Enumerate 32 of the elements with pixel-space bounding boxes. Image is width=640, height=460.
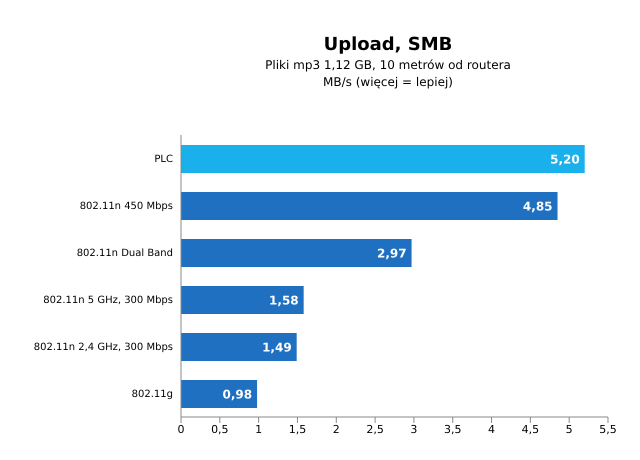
chart-title: Upload, SMB xyxy=(322,34,454,55)
data-label: 1,58 xyxy=(269,293,299,308)
data-label: 5,20 xyxy=(550,152,580,166)
y-tick-label: 802.11n 5 GHz, 300 Mbps xyxy=(43,295,173,306)
x-tick-label: 4,5 xyxy=(522,422,540,436)
data-label: 0,98 xyxy=(222,387,252,402)
y-tick-label: 802.11n 450 Mbps xyxy=(80,201,173,212)
x-tick-label: 3 xyxy=(410,422,418,436)
x-tick-label: 5 xyxy=(566,422,573,436)
y-tick-label: 802.11n 2,4 GHz, 300 Mbps xyxy=(34,342,173,354)
x-tick-label: 1 xyxy=(255,422,262,436)
bar xyxy=(181,239,412,267)
x-tick-label: 3,5 xyxy=(444,422,462,436)
data-label: 1,49 xyxy=(262,340,292,354)
y-tick-label: 802.11n Dual Band xyxy=(76,248,173,260)
chart-subtitle: Pliki mp3 1,12 GB, 10 metrów od routera MB/s (więcej = lepiej) xyxy=(264,58,512,89)
bar xyxy=(181,333,297,361)
x-tick-label: 4 xyxy=(488,422,496,436)
bar xyxy=(181,145,585,173)
x-tick-label: 2,5 xyxy=(366,422,384,436)
y-tick-label: 802.11g xyxy=(132,389,173,400)
x-tick-label: 2 xyxy=(332,422,340,436)
x-tick-label: 1,5 xyxy=(288,422,306,436)
bar xyxy=(181,380,258,408)
y-tick-label: PLC xyxy=(154,154,174,166)
x-tick-label: 0 xyxy=(178,422,184,436)
x-tick-label: 0,5 xyxy=(211,422,229,436)
bar xyxy=(181,286,304,314)
data-label: 4,85 xyxy=(522,199,553,214)
x-tick-label: 5,5 xyxy=(599,422,617,436)
data-label: 2,97 xyxy=(376,246,407,260)
bar xyxy=(181,192,558,220)
